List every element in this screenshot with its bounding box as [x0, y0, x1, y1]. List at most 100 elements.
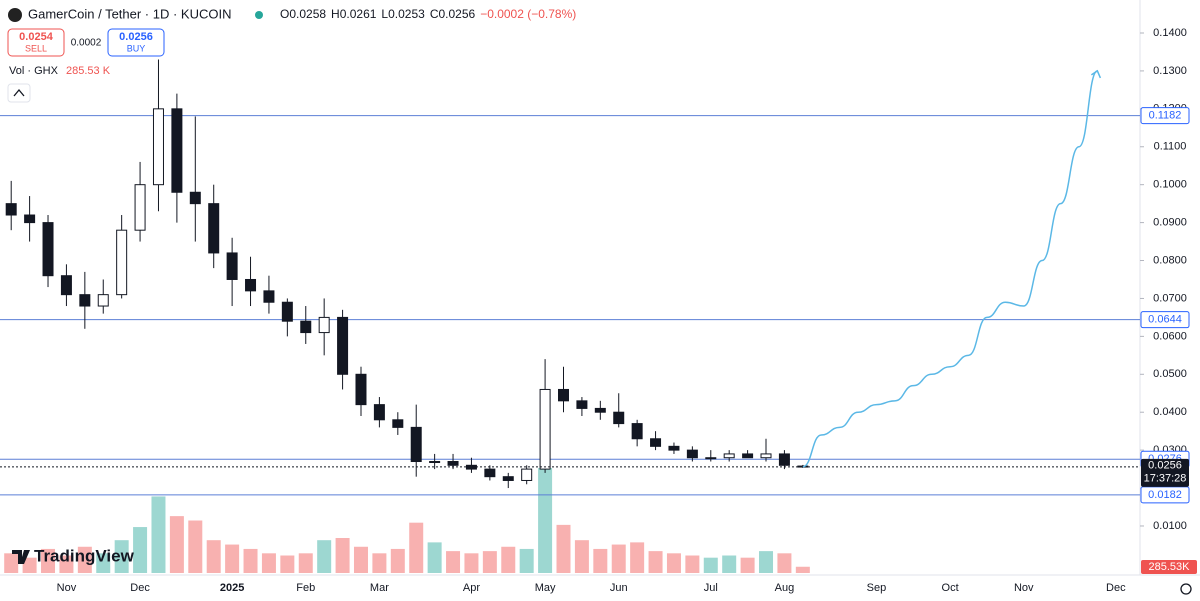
candle-body — [576, 400, 588, 409]
x-tick-label: 2025 — [220, 582, 244, 594]
level-badge — [1140, 311, 1190, 329]
buy-price: 0.0256 — [119, 31, 153, 43]
level-label: 0.0644 — [1148, 314, 1182, 326]
candle-body — [318, 316, 330, 334]
candle-body — [613, 411, 625, 425]
candle-body — [171, 108, 183, 193]
candle-body — [263, 290, 275, 303]
projection-arrow — [1090, 69, 1102, 79]
ohlc-high: H0.0261 — [331, 7, 377, 21]
volume-bar — [298, 553, 313, 573]
volume-bar — [446, 551, 461, 573]
volume-bar — [611, 544, 626, 573]
logo-mark — [12, 550, 30, 564]
volume-bar — [777, 553, 792, 573]
plot — [0, 59, 1140, 573]
x-tick-label: Aug — [775, 582, 795, 594]
x-tick-label: Feb — [296, 582, 315, 594]
candle-body — [760, 453, 772, 459]
volume-bar — [372, 553, 387, 573]
volume-bar — [206, 540, 221, 573]
candle-body — [5, 203, 17, 216]
volume-bar — [685, 555, 700, 573]
y-tick-label: 0.0900 — [1153, 217, 1187, 229]
candle-body — [558, 388, 569, 402]
volume-bar — [464, 553, 479, 573]
volume-bar — [317, 540, 332, 573]
y-tick-label: 0.0400 — [1153, 406, 1187, 418]
volume-bar — [335, 538, 350, 573]
x-tick-label: May — [535, 582, 556, 594]
candle-body — [502, 476, 514, 481]
y-tick-label: 0.0100 — [1153, 520, 1187, 532]
candle-body — [668, 445, 680, 451]
volume-bar — [114, 540, 129, 573]
volume-bar — [574, 540, 589, 573]
volume-bar — [22, 557, 37, 573]
y-tick-label: 0.0800 — [1153, 254, 1187, 266]
candle-body — [97, 294, 109, 307]
ohlc-change: −0.0002 (−0.78%) — [480, 7, 576, 21]
candle-body — [484, 468, 496, 478]
volume-bar — [188, 520, 203, 573]
x-tick-label: Jul — [704, 582, 718, 594]
sell-label: SELL — [25, 43, 47, 53]
volume-bar — [740, 557, 755, 573]
symbol: GamerCoin / Tether · 1D · KUCOIN — [28, 6, 231, 21]
volume-bar — [648, 551, 663, 573]
volume-bar — [501, 546, 516, 573]
candle-body — [373, 404, 385, 421]
logo: TradingView — [34, 546, 135, 565]
volume-bar — [427, 542, 442, 573]
volume-bar — [353, 546, 368, 573]
candle-body — [208, 203, 220, 254]
candle-body — [337, 316, 349, 375]
candle-body — [392, 419, 404, 428]
volume-bar — [556, 524, 571, 573]
candle-body — [429, 461, 441, 464]
volume-bar — [151, 496, 166, 573]
volume-bar — [133, 527, 148, 573]
x-tick-label: Dec — [130, 582, 150, 594]
volume-bar — [795, 566, 810, 573]
volume-bar — [243, 548, 258, 573]
level-badge — [1140, 107, 1190, 125]
volume-bar — [169, 516, 184, 573]
x-tick-label: Jun — [610, 582, 628, 594]
candle-body — [594, 407, 606, 413]
volume-badge — [1141, 560, 1197, 574]
settings-icon[interactable] — [1180, 583, 1192, 595]
volume-bar — [41, 548, 56, 573]
candle-body — [539, 388, 551, 470]
volume-bar — [59, 555, 74, 573]
candle-body — [705, 457, 717, 460]
volume-bar — [280, 555, 295, 573]
current-price-label: 0.0256 — [1148, 460, 1182, 472]
buy-label: BUY — [127, 43, 146, 53]
candle-body — [116, 229, 128, 296]
level-label: 0.1182 — [1149, 110, 1182, 122]
volume-bar — [519, 548, 534, 573]
volume-bar — [630, 542, 645, 573]
symbol-icon — [8, 8, 22, 22]
y-tick-label: 0.0700 — [1153, 292, 1187, 304]
current-price-badge — [1141, 458, 1189, 487]
candle-body — [465, 464, 477, 470]
candle-body — [42, 222, 54, 277]
candle-body — [152, 108, 164, 186]
candle-body — [778, 453, 790, 466]
candle-body — [189, 191, 201, 205]
buy-button[interactable] — [107, 28, 165, 57]
level-label: 0.0182 — [1148, 489, 1182, 501]
y-tick-label: 0.0600 — [1153, 330, 1187, 342]
y-tick-label: 0.1000 — [1153, 179, 1187, 191]
volume-bar — [538, 468, 553, 573]
volume-bar — [482, 551, 497, 573]
countdown: 17:37:28 — [1144, 473, 1187, 485]
collapse-button[interactable] — [7, 83, 31, 103]
volume-bar — [96, 553, 111, 573]
sell-button[interactable] — [7, 28, 65, 57]
candle-body — [79, 294, 91, 307]
candle-body — [521, 468, 533, 481]
